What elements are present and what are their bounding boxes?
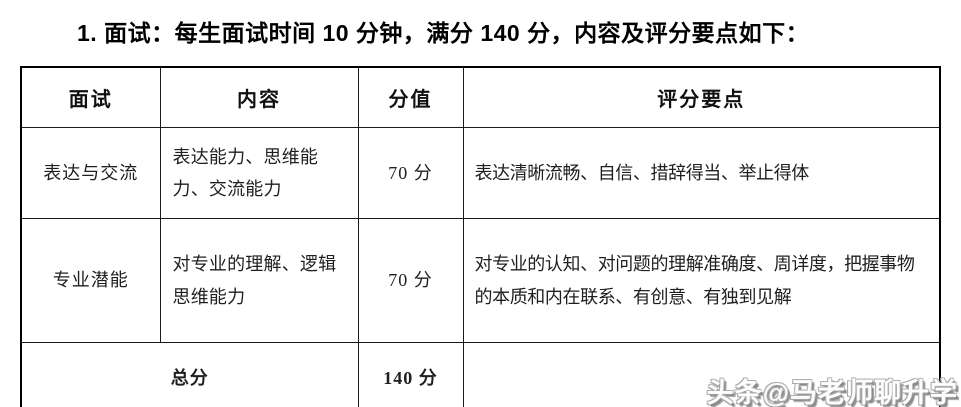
watermark: 头条@马老师聊升学	[706, 378, 958, 407]
score-cell: 70 分	[357, 127, 464, 219]
total-points-cell	[462, 342, 941, 407]
points-cell: 表达清晰流畅、自信、措辞得当、举止得体	[462, 127, 941, 219]
column-header-content: 内容	[159, 66, 359, 128]
content-cell: 对专业的理解、逻辑思维能力	[159, 218, 359, 343]
column-header-points: 评分要点	[462, 66, 941, 128]
total-row: 总分 140 分	[20, 342, 941, 407]
content-cell: 表达能力、思维能力、交流能力	[159, 127, 359, 219]
table-row: 专业潜能 对专业的理解、逻辑思维能力 70 分 对专业的认知、对问题的理解准确度…	[20, 218, 941, 343]
category-cell: 表达与交流	[20, 127, 161, 219]
table-row: 表达与交流 表达能力、思维能力、交流能力 70 分 表达清晰流畅、自信、措辞得当…	[20, 127, 941, 219]
score-cell: 70 分	[357, 218, 464, 343]
total-label-cell: 总分	[20, 342, 359, 407]
total-score-cell: 140 分	[357, 342, 464, 407]
page-title: 1. 面试：每生面试时间 10 分钟，满分 140 分，内容及评分要点如下：	[77, 20, 810, 46]
category-cell: 专业潜能	[20, 218, 161, 343]
column-header-interview: 面试	[20, 66, 161, 128]
points-cell: 对专业的认知、对问题的理解准确度、周详度，把握事物的本质和内在联系、有创意、有独…	[462, 218, 941, 343]
column-header-score: 分值	[357, 66, 464, 128]
interview-score-table: 面试 内容 分值 评分要点 表达与交流 表达能力、思维能力、交流能力 70 分 …	[20, 66, 941, 407]
header-row: 面试 内容 分值 评分要点	[20, 66, 941, 128]
